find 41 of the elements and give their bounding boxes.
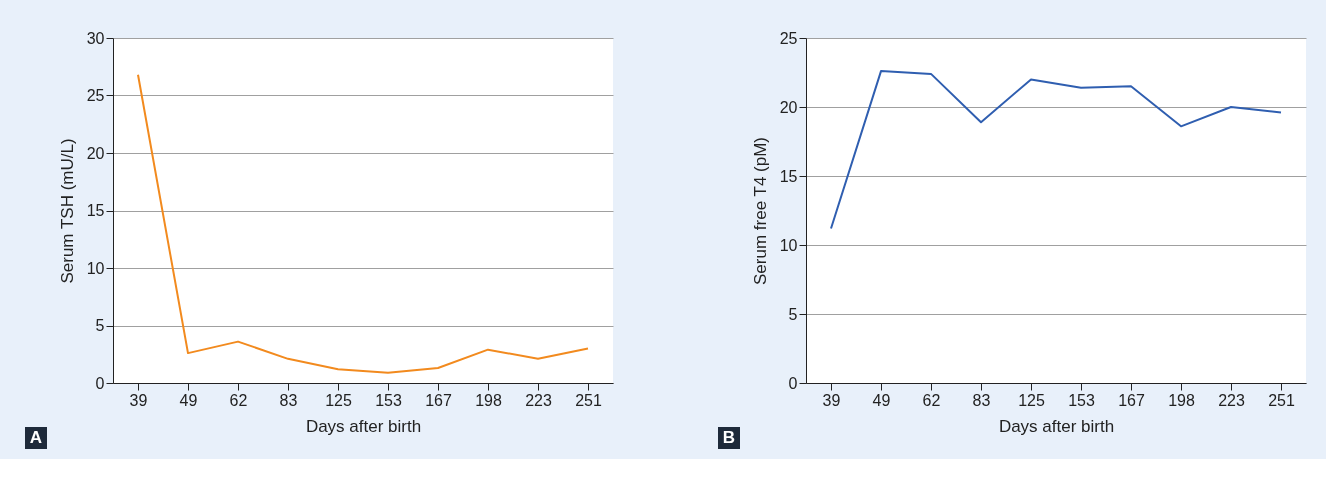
- x-tick-label: 39: [822, 391, 841, 409]
- x-tick-label: 83: [972, 391, 991, 409]
- y-tick-label: 10: [86, 259, 105, 277]
- y-axis-title: Serum free T4 (pM): [750, 136, 770, 286]
- x-tick-label: 198: [1168, 391, 1195, 409]
- line-series: [137, 73, 589, 374]
- x-tick-label: 167: [425, 391, 452, 409]
- x-tick-label: 153: [1068, 391, 1095, 409]
- x-tick-label: 62: [229, 391, 248, 409]
- x-tick-label: 49: [179, 391, 198, 409]
- y-tick-label: 30: [86, 29, 105, 47]
- x-tick-label: 251: [575, 391, 602, 409]
- y-tick-label: 25: [779, 29, 798, 47]
- y-tick-label: 20: [86, 144, 105, 162]
- x-tick-label: 223: [525, 391, 552, 409]
- y-tick-label: 25: [86, 87, 105, 104]
- x-tick-label: 198: [475, 391, 502, 409]
- x-tick-label: 251: [1268, 391, 1295, 409]
- x-tick-label: 39: [129, 391, 148, 409]
- text: A: [29, 428, 43, 447]
- y-tick-label: 0: [788, 374, 798, 392]
- x-tick-label: 223: [1218, 391, 1245, 409]
- text: B: [722, 428, 736, 447]
- x-tick-label: 167: [1118, 391, 1145, 409]
- y-tick-label: 0: [95, 374, 105, 392]
- x-tick-label: 83: [279, 391, 298, 409]
- x-axis-title: Days after birth: [998, 416, 1115, 436]
- x-tick-label: 62: [922, 391, 941, 409]
- x-tick-label: 153: [375, 391, 402, 409]
- y-tick-label: 10: [779, 236, 798, 254]
- y-tick-label: 20: [779, 98, 798, 116]
- y-tick-label: 15: [86, 202, 105, 219]
- y-tick-label: 15: [779, 167, 798, 185]
- y-tick-label: 5: [95, 317, 105, 334]
- x-tick-label: 125: [325, 391, 352, 409]
- x-tick-label: 125: [1018, 391, 1045, 409]
- y-tick-label: 5: [788, 305, 798, 323]
- y-axis-title: Serum TSH (mU/L): [57, 138, 77, 284]
- x-tick-label: 49: [872, 391, 891, 409]
- x-axis-title: Days after birth: [305, 416, 422, 436]
- line-series: [830, 70, 1282, 230]
